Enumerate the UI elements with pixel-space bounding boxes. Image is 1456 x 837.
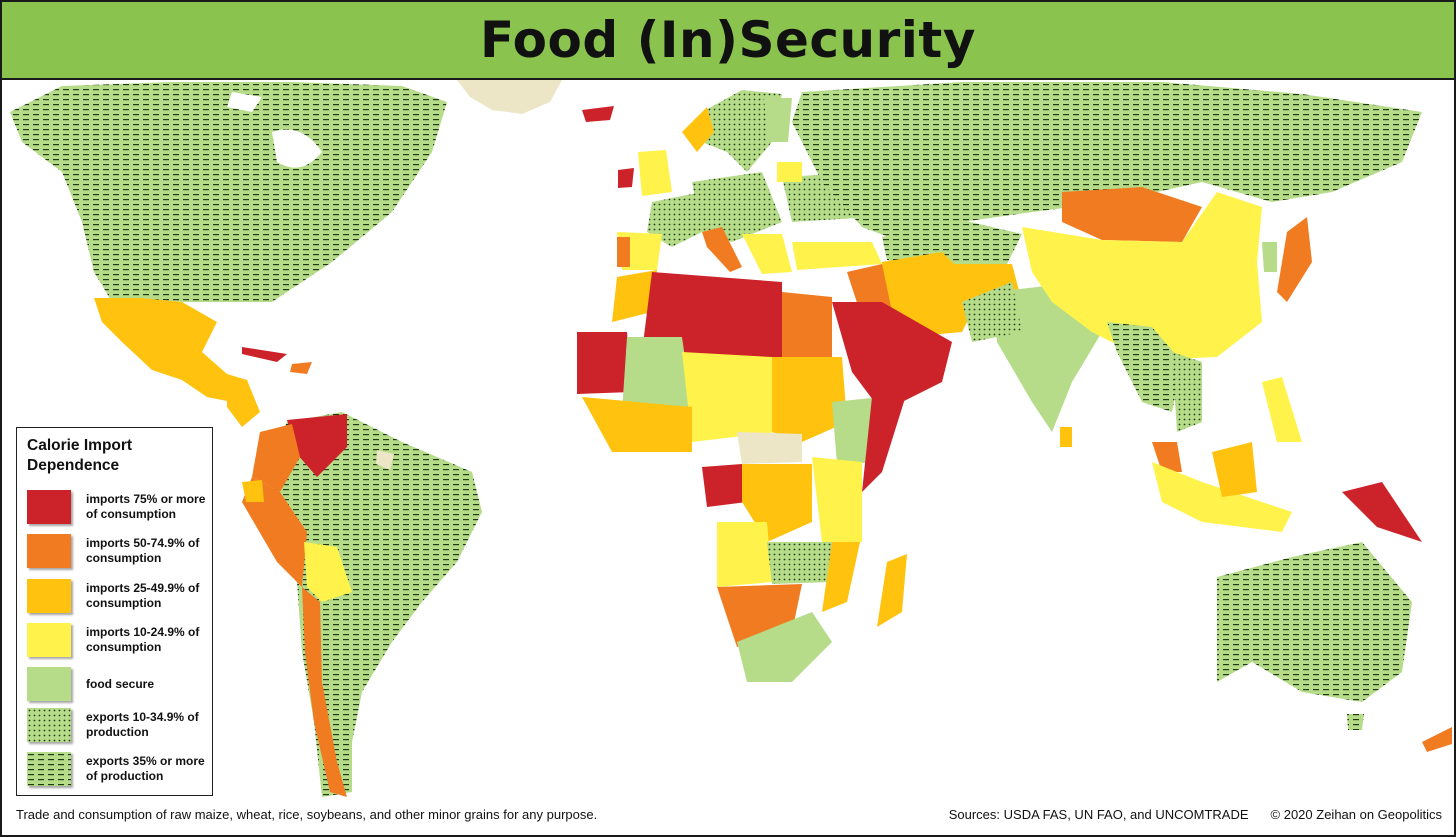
southeast-asia	[1107, 322, 1182, 412]
legend-label: imports 50-74.9% of consumption	[86, 536, 200, 565]
title-bar: Food (In)Security	[2, 2, 1454, 80]
north-america	[10, 82, 447, 302]
guiana	[376, 450, 394, 470]
greenland	[457, 80, 562, 114]
east-africa	[812, 457, 862, 542]
map-title: Food (In)Security	[480, 11, 976, 69]
borneo	[1212, 442, 1257, 497]
legend-item-imports-25: imports 25-49.9% of consumption	[27, 579, 211, 615]
legend-swatch	[27, 752, 71, 786]
legend-swatch	[27, 708, 71, 742]
japan	[1277, 217, 1312, 302]
sri-lanka	[1060, 427, 1072, 447]
world-map	[10, 80, 1452, 797]
norway	[682, 107, 714, 152]
saudi-arabia	[832, 302, 952, 412]
hudson-bay	[272, 129, 322, 168]
legend-item-exports-35: exports 35% or more of production	[27, 752, 211, 788]
papua-new-guinea	[1342, 482, 1422, 542]
iceland	[582, 106, 614, 122]
legend-label: exports 35% or more of production	[86, 754, 205, 783]
portugal	[617, 237, 630, 267]
mexico	[94, 298, 232, 402]
legend-item-imports-75: imports 75% or more of consumption	[27, 490, 211, 526]
legend-label: imports 25-49.9% of consumption	[86, 581, 200, 610]
cuba	[242, 347, 287, 362]
mauritania	[577, 332, 632, 394]
central-america	[227, 374, 260, 427]
scandinavia	[702, 90, 782, 172]
peru	[242, 477, 307, 587]
legend-item-food-secure: food secure	[27, 667, 211, 703]
angola	[717, 522, 772, 587]
ireland	[618, 168, 634, 188]
egypt	[782, 292, 832, 357]
caribbean	[290, 362, 312, 374]
turkey	[792, 242, 882, 270]
mongolia	[1062, 187, 1202, 242]
australia	[1217, 542, 1412, 702]
korea	[1262, 242, 1277, 272]
legend-label: exports 10-34.9% of production	[86, 710, 199, 739]
russia	[792, 82, 1422, 242]
footer-sources: Sources: USDA FAS, UN FAO, and UNCOMTRAD…	[948, 807, 1249, 822]
malaysia	[1152, 442, 1182, 472]
legend-label: food secure	[86, 677, 155, 691]
kazakhstan	[882, 220, 1022, 267]
footer-note: Trade and consumption of raw maize, whea…	[16, 807, 598, 822]
legend-swatch	[27, 623, 71, 657]
madagascar	[877, 554, 907, 627]
china	[1022, 192, 1262, 360]
west-africa	[582, 397, 692, 452]
footer-credits: Sources: USDA FAS, UN FAO, and UNCOMTRAD…	[949, 807, 1442, 822]
legend-label: imports 75% or more of consumption	[86, 492, 206, 521]
congo-gabon	[702, 464, 747, 507]
belarus	[777, 162, 802, 182]
uk	[638, 150, 672, 196]
legend-swatch	[27, 667, 71, 701]
ecuador	[242, 480, 264, 502]
central-europe	[692, 172, 782, 242]
france	[647, 192, 702, 247]
italy	[702, 227, 742, 272]
legend-swatch	[27, 534, 71, 568]
legend-item-imports-10: imports 10-24.9% of consumption	[27, 623, 211, 659]
chile	[302, 587, 347, 797]
morocco	[612, 270, 657, 322]
tasmania	[1347, 714, 1364, 730]
south-africa	[737, 612, 832, 682]
arctic-islands	[227, 92, 262, 112]
sahel	[682, 352, 777, 442]
legend: Calorie Import Dependence imports 75% or…	[16, 427, 213, 796]
legend-item-exports-10: exports 10-34.9% of production	[27, 708, 211, 744]
finland	[764, 98, 792, 142]
vietnam	[1172, 352, 1202, 432]
car-region	[737, 432, 802, 464]
balkans	[742, 234, 792, 274]
pakistan	[962, 282, 1022, 342]
south-america	[264, 412, 482, 797]
sudan	[772, 357, 847, 442]
venezuela	[287, 414, 347, 477]
legend-label: imports 10-24.9% of consumption	[86, 625, 200, 654]
legend-swatch	[27, 579, 71, 613]
zambia-zimbabwe	[767, 542, 832, 584]
philippines	[1262, 377, 1302, 442]
mozambique	[822, 542, 860, 612]
bolivia	[304, 542, 352, 602]
legend-item-imports-50: imports 50-74.9% of consumption	[27, 534, 211, 570]
legend-swatch	[27, 490, 71, 524]
somalia	[862, 392, 907, 492]
mali	[622, 337, 692, 412]
legend-title: Calorie Import Dependence	[27, 437, 133, 474]
colombia	[252, 424, 300, 492]
new-zealand	[1422, 727, 1452, 752]
footer-copyright: © 2020 Zeihan on Geopolitics	[1270, 807, 1442, 822]
